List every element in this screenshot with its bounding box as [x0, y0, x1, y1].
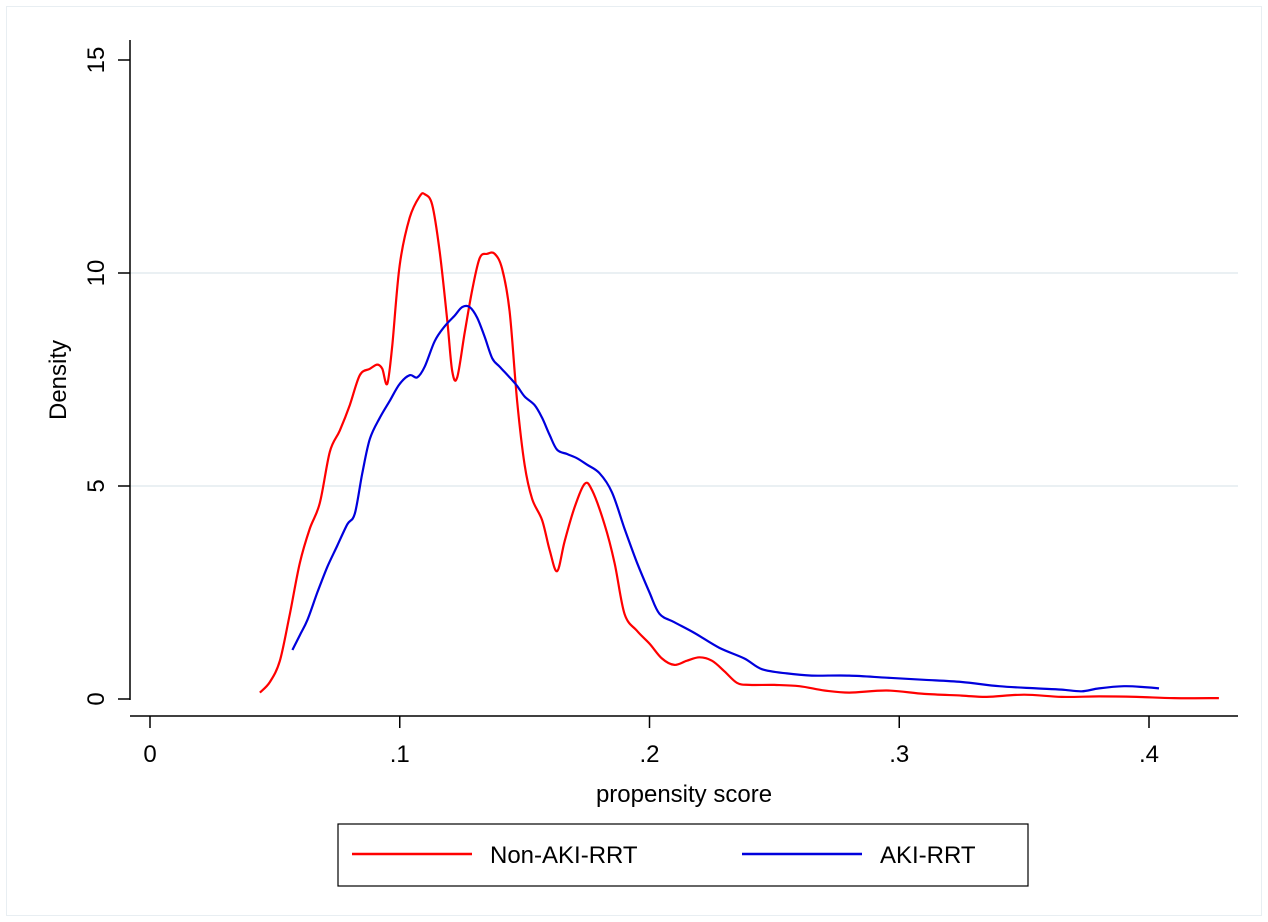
series-line-non-aki-rrt [259, 192, 1219, 700]
tick-marks: 0 5 10 15 0 .1 .2 .3 .4 [83, 47, 1159, 768]
y-tick-label: 15 [83, 47, 110, 74]
legend-label-aki-rrt: AKI-RRT [880, 842, 976, 869]
y-tick-label: 5 [83, 479, 110, 492]
x-tick-label: .2 [639, 741, 659, 768]
x-tick-label: .1 [390, 741, 410, 768]
legend-label-non-aki-rrt: Non-AKI-RRT [490, 842, 638, 869]
y-axis-title: Density [45, 340, 72, 420]
series-line-aki-rrt [291, 304, 1160, 693]
grid-lines [130, 272, 1238, 487]
series-lines [259, 192, 1219, 700]
x-tick-label: .3 [889, 741, 909, 768]
x-tick-label: .4 [1139, 741, 1159, 768]
x-axis-title: propensity score [596, 781, 772, 808]
chart-frame [6, 6, 1262, 916]
y-tick-label: 0 [83, 692, 110, 705]
y-tick-label: 10 [83, 260, 110, 287]
x-tick-label: 0 [143, 741, 156, 768]
axes [129, 40, 1238, 717]
legend: Non-AKI-RRT AKI-RRT [337, 823, 1029, 887]
